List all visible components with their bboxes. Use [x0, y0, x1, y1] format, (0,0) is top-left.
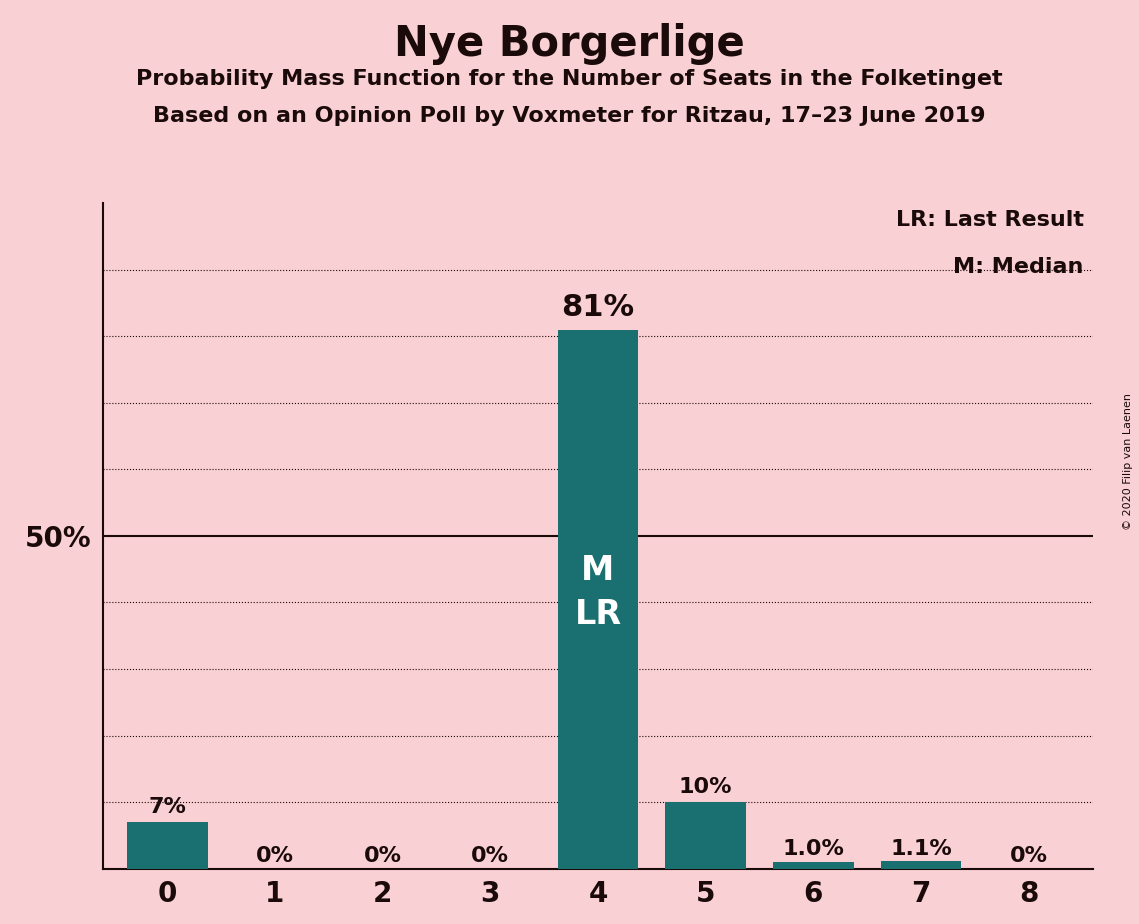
- Text: Nye Borgerlige: Nye Borgerlige: [394, 23, 745, 65]
- Text: M: Median: M: Median: [953, 257, 1083, 276]
- Text: Probability Mass Function for the Number of Seats in the Folketinget: Probability Mass Function for the Number…: [137, 69, 1002, 90]
- Bar: [880, 861, 961, 869]
- Text: © 2020 Filip van Laenen: © 2020 Filip van Laenen: [1123, 394, 1133, 530]
- Bar: [773, 862, 854, 869]
- Bar: [558, 330, 638, 869]
- Text: 0%: 0%: [472, 845, 509, 866]
- Text: Based on an Opinion Poll by Voxmeter for Ritzau, 17–23 June 2019: Based on an Opinion Poll by Voxmeter for…: [154, 106, 985, 127]
- Text: 0%: 0%: [363, 845, 402, 866]
- Text: 0%: 0%: [256, 845, 294, 866]
- Text: 81%: 81%: [562, 293, 634, 322]
- Text: 0%: 0%: [1010, 845, 1048, 866]
- Text: 1.1%: 1.1%: [891, 839, 952, 858]
- Text: M
LR: M LR: [574, 554, 622, 631]
- Text: LR: Last Result: LR: Last Result: [895, 210, 1083, 230]
- Bar: [665, 802, 746, 869]
- Bar: [126, 822, 207, 869]
- Text: 1.0%: 1.0%: [782, 839, 844, 859]
- Text: 10%: 10%: [679, 777, 732, 796]
- Text: 7%: 7%: [148, 796, 186, 817]
